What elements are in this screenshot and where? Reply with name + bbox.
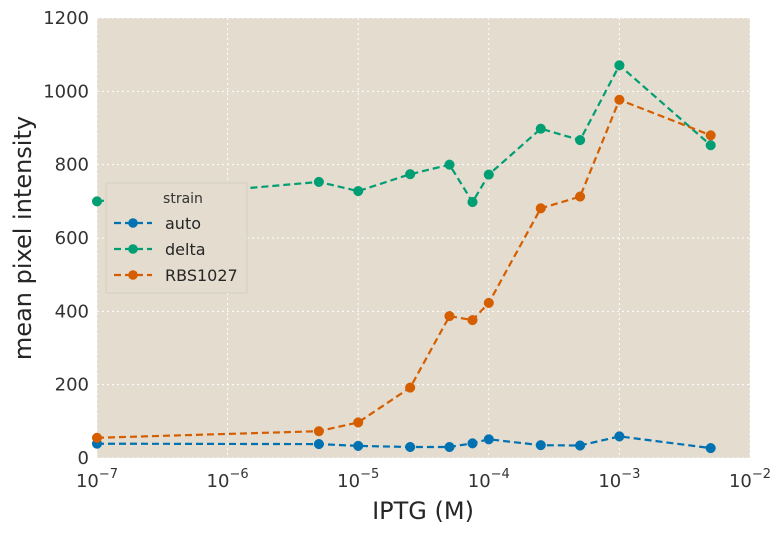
x-tick-label: 10−4 bbox=[468, 467, 510, 492]
x-axis-label: IPTG (M) bbox=[372, 497, 474, 525]
x-tick-exponent: −2 bbox=[752, 467, 771, 482]
data-point bbox=[467, 315, 478, 326]
data-point bbox=[313, 176, 324, 187]
legend-label: delta bbox=[165, 240, 206, 259]
x-tick-exponent: −7 bbox=[99, 467, 118, 482]
data-point bbox=[483, 169, 494, 180]
x-tick-label: 10−7 bbox=[76, 467, 118, 492]
data-point bbox=[405, 169, 416, 180]
data-point bbox=[467, 197, 478, 208]
legend-label: auto bbox=[165, 214, 201, 233]
data-point bbox=[444, 159, 455, 170]
data-point bbox=[575, 191, 586, 202]
x-tick-base: 10 bbox=[337, 471, 360, 492]
series-layer bbox=[91, 60, 716, 454]
y-tick-label: 600 bbox=[55, 228, 89, 249]
data-point bbox=[405, 382, 416, 393]
data-point bbox=[575, 440, 586, 451]
data-point bbox=[705, 130, 716, 141]
y-tick-label: 1200 bbox=[43, 8, 89, 29]
data-point bbox=[535, 440, 546, 451]
legend-entry-rbs1027: RBS1027 bbox=[114, 266, 238, 285]
series-rbs1027 bbox=[91, 94, 716, 443]
data-point bbox=[705, 443, 716, 454]
data-point bbox=[444, 311, 455, 322]
x-tick-base: 10 bbox=[729, 471, 752, 492]
data-point bbox=[313, 439, 324, 450]
data-point bbox=[91, 432, 103, 443]
y-axis-label: mean pixel intensity bbox=[9, 116, 37, 360]
x-tick-exponent: −5 bbox=[360, 467, 379, 482]
legend-marker bbox=[128, 218, 138, 228]
data-point bbox=[614, 431, 625, 442]
y-tick-label: 1000 bbox=[43, 81, 89, 102]
legend-entries: auto delta RBS1027 bbox=[114, 214, 238, 285]
x-tick-exponent: −6 bbox=[229, 467, 248, 482]
data-point bbox=[535, 203, 546, 214]
x-tick-base: 10 bbox=[207, 471, 230, 492]
data-point bbox=[705, 140, 716, 151]
data-point bbox=[483, 434, 494, 445]
x-tick-label: 10−3 bbox=[598, 467, 640, 492]
series-delta bbox=[91, 60, 716, 208]
data-point bbox=[575, 135, 586, 146]
data-point bbox=[535, 123, 546, 134]
x-tick-base: 10 bbox=[76, 471, 99, 492]
data-point bbox=[444, 441, 455, 453]
y-tick-label: 200 bbox=[55, 375, 89, 396]
legend-entry-delta: delta bbox=[114, 240, 206, 259]
legend-entry-auto: auto bbox=[114, 214, 201, 233]
legend-title: strain bbox=[163, 191, 203, 207]
data-point bbox=[353, 440, 364, 451]
legend-label: RBS1027 bbox=[165, 266, 238, 285]
x-tick-label: 10−2 bbox=[729, 467, 771, 492]
data-point bbox=[353, 186, 364, 197]
legend-marker bbox=[128, 244, 138, 254]
y-tick-label: 800 bbox=[55, 155, 89, 176]
x-tick-label: 10−5 bbox=[337, 467, 379, 492]
data-point bbox=[91, 196, 103, 207]
x-tick-exponent: −4 bbox=[491, 467, 510, 482]
y-tick-label: 0 bbox=[78, 448, 89, 469]
x-tick-base: 10 bbox=[598, 471, 621, 492]
x-tick-base: 10 bbox=[468, 471, 491, 492]
legend-marker bbox=[128, 270, 138, 280]
x-tick-exponent: −3 bbox=[621, 467, 640, 482]
data-point bbox=[467, 438, 478, 449]
data-point bbox=[353, 417, 364, 428]
y-tick-label: 400 bbox=[55, 301, 89, 322]
legend: strain auto delta RBS1027 bbox=[105, 182, 248, 294]
data-point bbox=[614, 94, 625, 105]
data-point bbox=[405, 441, 416, 453]
data-point bbox=[614, 60, 625, 71]
data-point bbox=[313, 426, 324, 437]
x-tick-label: 10−6 bbox=[207, 467, 249, 492]
data-point bbox=[483, 297, 494, 308]
